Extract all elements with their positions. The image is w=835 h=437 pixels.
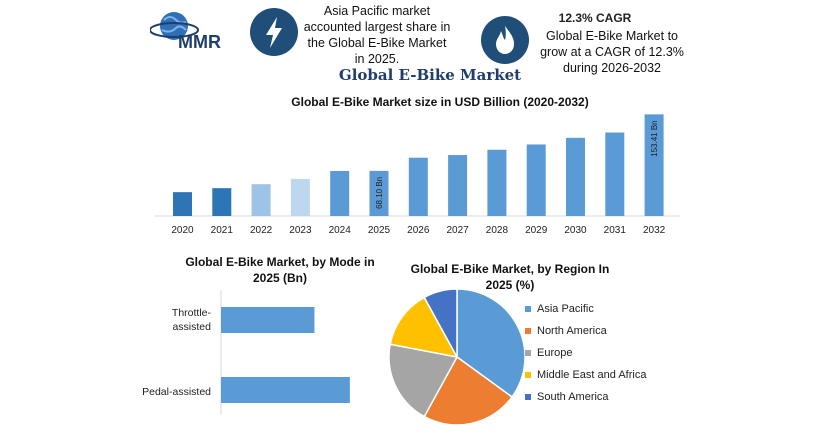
tick-label-2024: 2024: [329, 225, 352, 236]
region-chart-title: Global E-Bike Market, by Region In 2025 …: [410, 262, 610, 292]
tick-label-2023: 2023: [289, 225, 312, 236]
bar-2025: [369, 170, 389, 216]
bar-pedal-assisted: [221, 377, 350, 403]
legend-label-middle-east-and-africa: Middle East and Africa: [537, 369, 647, 381]
slice-south-america: [423, 288, 458, 358]
slice-middle-east-and-africa: [389, 296, 459, 359]
bar-2023: [290, 178, 310, 216]
legend-item-middle-east-and-africa: Middle East and Africa: [525, 364, 646, 386]
tick-label-2020: 2020: [171, 225, 194, 236]
lightning-badge: [250, 8, 298, 56]
mmr-logo: MMR: [149, 6, 242, 52]
legend-label-north-america: North America: [537, 325, 607, 337]
tick-label-2032: 2032: [643, 225, 666, 236]
tick-label-2027: 2027: [446, 225, 469, 236]
bar-2029: [526, 144, 546, 216]
bar-2030: [566, 137, 585, 216]
lightning-icon: [266, 17, 282, 48]
bar-2022: [251, 184, 271, 216]
bar-2031: [605, 132, 625, 216]
bar-2028: [487, 149, 507, 216]
tick-label-throttle-assisted: Throttle-assisted: [172, 307, 212, 333]
legend-swatch-europe: [525, 350, 531, 356]
legend-label-asia-pacific: Asia Pacific: [537, 303, 594, 315]
bar-2020: [173, 192, 192, 216]
legend-item-asia-pacific: Asia Pacific: [525, 298, 646, 320]
data-label-2032: 153.41 Bn: [650, 120, 659, 156]
tick-label-2022: 2022: [250, 225, 273, 236]
bar-chart-title: Global E-Bike Market size in USD Billion…: [291, 95, 589, 109]
bar-2032: [644, 114, 664, 216]
bar-2026: [408, 157, 428, 216]
data-label-2025: 68.10 Bn: [375, 177, 384, 209]
tick-label-pedal-assisted: Pedal-assisted: [142, 386, 211, 398]
flame-badge: [481, 16, 529, 64]
bar-2021: [212, 188, 232, 216]
legend-swatch-middle-east-and-africa: [525, 372, 531, 378]
legend-item-north-america: North America: [525, 320, 646, 342]
tick-label-2026: 2026: [407, 225, 430, 236]
flame-icon: [496, 26, 514, 54]
tick-label-2031: 2031: [604, 225, 627, 236]
legend-item-south-america: South America: [525, 386, 646, 408]
logo-text: MMR: [178, 32, 221, 52]
legend-label-south-america: South America: [537, 391, 609, 403]
mode-bar-chart: Throttle-assisted Pedal-assisted: [142, 290, 350, 415]
region-pie-chart: [388, 288, 526, 426]
tick-label-2030: 2030: [564, 225, 587, 236]
slice-north-america: [423, 355, 514, 426]
mode-chart-title: Global E-Bike Market, by Mode in 2025 (B…: [185, 255, 375, 285]
market-size-bar-chart: 2020 2021 2022 2023 2024 2025 68.10 Bn 2026 2027…: [155, 114, 680, 236]
bar-2024: [330, 170, 350, 216]
legend-swatch-asia-pacific: [525, 306, 531, 312]
pie-legend: Asia Pacific North America Europe Middle Ea…: [525, 298, 646, 408]
legend-label-europe: Europe: [537, 347, 573, 359]
page-title: Global E-Bike Market: [338, 66, 522, 84]
bar-2027: [448, 155, 468, 216]
legend-swatch-north-america: [525, 328, 531, 334]
slice-asia-pacific: [456, 288, 526, 399]
legend-item-europe: Europe: [525, 342, 646, 364]
info-asia-pacific: Asia Pacific market accounted largest sh…: [303, 4, 451, 66]
legend-swatch-south-america: [525, 394, 531, 400]
cagr-title: 12.3% CAGR: [558, 11, 632, 25]
bar-throttle-assisted: [221, 307, 315, 333]
tick-label-2021: 2021: [211, 225, 234, 236]
tick-label-2029: 2029: [525, 225, 548, 236]
info-cagr: Global E-Bike Market to grow at a CAGR o…: [540, 29, 684, 75]
slice-europe: [388, 343, 459, 418]
tick-label-2025: 2025: [368, 225, 391, 236]
tick-label-2028: 2028: [486, 225, 509, 236]
